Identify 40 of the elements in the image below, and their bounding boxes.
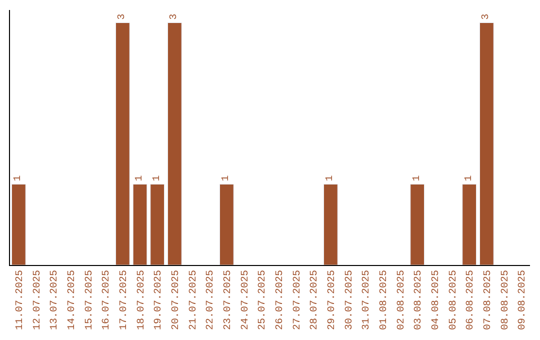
x-tick-label: 21.07.2025	[188, 270, 200, 330]
x-tick-label: 12.07.2025	[32, 270, 44, 330]
x-tick-label: 20.07.2025	[170, 270, 182, 330]
x-tick-label: 25.07.2025	[258, 270, 269, 330]
x-tick-label: 16.07.2025	[102, 270, 113, 330]
x-tick-label: 18.07.2025	[136, 270, 148, 330]
x-tick-label: 29.07.2025	[326, 270, 338, 330]
data-label: 1	[464, 175, 475, 182]
x-tick-label: 07.08.2025	[482, 270, 494, 330]
x-tick-label: 08.08.2025	[500, 270, 512, 330]
x-tick-label: 30.07.2025	[344, 270, 356, 330]
x-tick-label: 02.08.2025	[396, 270, 408, 330]
data-label: 3	[481, 14, 492, 20]
x-tick-label: 27.07.2025	[292, 270, 304, 330]
x-tick-label: 22.07.2025	[206, 270, 217, 330]
x-tick-label: 17.07.2025	[118, 270, 130, 330]
x-tick-label: 06.08.2025	[466, 270, 477, 330]
x-tick-label: 19.07.2025	[154, 270, 165, 330]
x-tick-label: 11.07.2025	[14, 270, 26, 330]
data-label: 3	[117, 14, 128, 20]
x-tick-label: 09.08.2025	[518, 270, 529, 330]
data-label: 3	[169, 14, 180, 20]
data-label: 1	[134, 175, 146, 182]
x-tick-label: 28.07.2025	[310, 270, 321, 330]
x-tick-label: 05.08.2025	[448, 270, 460, 330]
data-label: 1	[412, 175, 423, 182]
x-tick-label: 15.07.2025	[84, 270, 96, 330]
x-tick-label: 13.07.2025	[50, 270, 61, 330]
x-tick-label: 23.07.2025	[222, 270, 234, 330]
x-tick-label: 01.08.2025	[378, 270, 390, 330]
data-label: 1	[325, 175, 336, 182]
data-label: 1	[152, 175, 163, 182]
x-tick-label: 14.07.2025	[66, 270, 78, 330]
x-tick-label: 31.07.2025	[362, 270, 373, 330]
data-label: 1	[13, 175, 24, 182]
x-tick-label: 04.08.2025	[430, 270, 442, 330]
data-label: 1	[221, 175, 232, 182]
x-tick-label: 03.08.2025	[414, 270, 425, 330]
x-tick-label: 26.07.2025	[274, 270, 286, 330]
x-tick-label: 24.07.2025	[240, 270, 252, 330]
